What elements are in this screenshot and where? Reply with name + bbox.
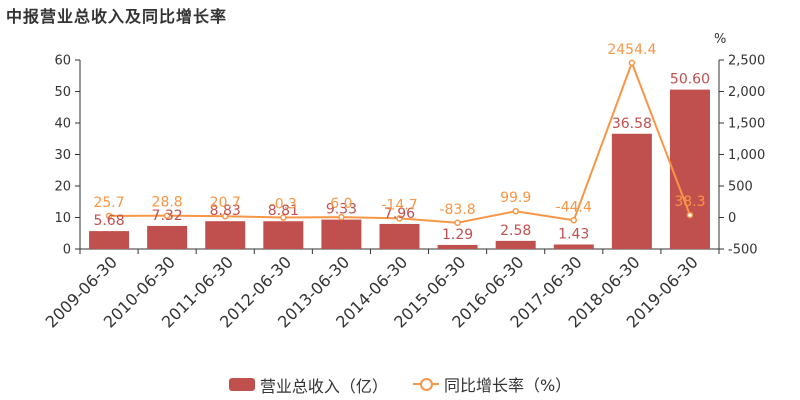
bar-value-label: 7.96 <box>384 206 415 222</box>
left-tick-label: 40 <box>54 117 71 132</box>
line-value-label: 2454.4 <box>607 42 656 58</box>
line-value-label: 28.8 <box>152 195 183 211</box>
left-tick-label: 0 <box>63 243 71 258</box>
bar[interactable] <box>147 225 188 249</box>
bar-value-label: 7.32 <box>152 208 183 224</box>
left-tick-label: 30 <box>54 148 71 163</box>
line-value-label: 6.0 <box>330 196 352 212</box>
line-point[interactable] <box>512 207 519 215</box>
line-layer <box>105 59 694 227</box>
bar[interactable] <box>379 223 420 249</box>
line-point[interactable] <box>163 212 171 219</box>
legend-item-growth[interactable]: 同比增长率（%） <box>412 372 572 396</box>
line-value-label: 38.3 <box>674 194 705 210</box>
right-tick-label: 1,500 <box>728 117 765 132</box>
bar[interactable] <box>553 244 594 249</box>
line-point[interactable] <box>105 212 113 220</box>
bar[interactable] <box>495 240 536 249</box>
legend-label-revenue: 营业总收入（亿） <box>259 376 388 396</box>
bar-value-label: 2.58 <box>500 223 531 239</box>
chart-canvas: 0 10 20 30 40 50 60 -500 0 500 1,000 1,500 2,000 2,50… <box>42 32 766 332</box>
labels-layer: 5.68 7.32 8.83 8.81 9.33 7.96 1.29 2.58 1.43 36.5… <box>93 42 710 243</box>
bar-value-label: 36.58 <box>612 116 652 132</box>
bar[interactable] <box>263 221 304 249</box>
bar-value-label: 1.43 <box>558 226 589 242</box>
right-tick-label: 500 <box>728 180 753 195</box>
right-tick-label: 2,000 <box>728 85 765 100</box>
legend-label-growth: 同比增长率（%） <box>443 376 572 395</box>
legend: 营业总收入（亿） 同比增长率（%） <box>0 372 800 397</box>
line-marker-icon <box>412 377 439 391</box>
line-value-label: -0.3 <box>270 197 297 213</box>
line-point[interactable] <box>280 214 287 221</box>
line-point[interactable] <box>686 211 694 219</box>
chart-title: 中报营业总收入及同比增长率 <box>6 7 228 26</box>
bar[interactable] <box>437 244 478 249</box>
line-value-label: -83.8 <box>439 202 475 218</box>
left-tick-label: 20 <box>54 180 71 195</box>
bar-value-label: 9.33 <box>326 202 357 218</box>
bar[interactable] <box>321 219 362 249</box>
right-tick-label: 2,500 <box>728 54 765 69</box>
bars-layer <box>89 89 710 249</box>
bar-value-label: 1.29 <box>442 227 473 243</box>
left-tick-label: 60 <box>54 54 71 69</box>
line-value-label: -44.4 <box>556 199 592 215</box>
bar[interactable] <box>89 231 130 249</box>
line-point[interactable] <box>628 59 636 67</box>
bar-value-label: 8.81 <box>268 203 299 219</box>
axes-layer: 0 10 20 30 40 50 60 -500 0 500 1,000 1,500 2,000 2,50… <box>42 32 766 332</box>
line-value-label: 99.9 <box>500 190 531 206</box>
right-tick-label: 1,000 <box>728 148 765 163</box>
right-axis-unit: % <box>714 32 726 47</box>
line-value-label: -14.7 <box>381 197 417 213</box>
bar-value-label: 50.60 <box>670 72 710 88</box>
bar-swatch-icon <box>228 378 255 391</box>
line-point[interactable] <box>221 212 229 220</box>
legend-item-revenue[interactable]: 营业总收入（亿） <box>228 373 388 397</box>
right-tick-label: -500 <box>728 243 758 258</box>
line-point[interactable] <box>454 219 461 227</box>
line-value-label: 25.7 <box>93 195 124 211</box>
bar[interactable] <box>205 221 246 249</box>
left-tick-label: 10 <box>54 211 71 226</box>
bar-value-label: 5.68 <box>93 213 124 229</box>
line-value-label: 20.7 <box>210 195 241 211</box>
right-tick-label: 0 <box>728 211 736 226</box>
left-tick-label: 50 <box>54 85 71 100</box>
line-point[interactable] <box>570 217 578 224</box>
line-point[interactable] <box>396 215 403 222</box>
bar[interactable] <box>669 89 710 249</box>
line-point[interactable] <box>338 213 345 221</box>
bar[interactable] <box>611 133 652 249</box>
bar-value-label: 8.83 <box>210 203 241 219</box>
